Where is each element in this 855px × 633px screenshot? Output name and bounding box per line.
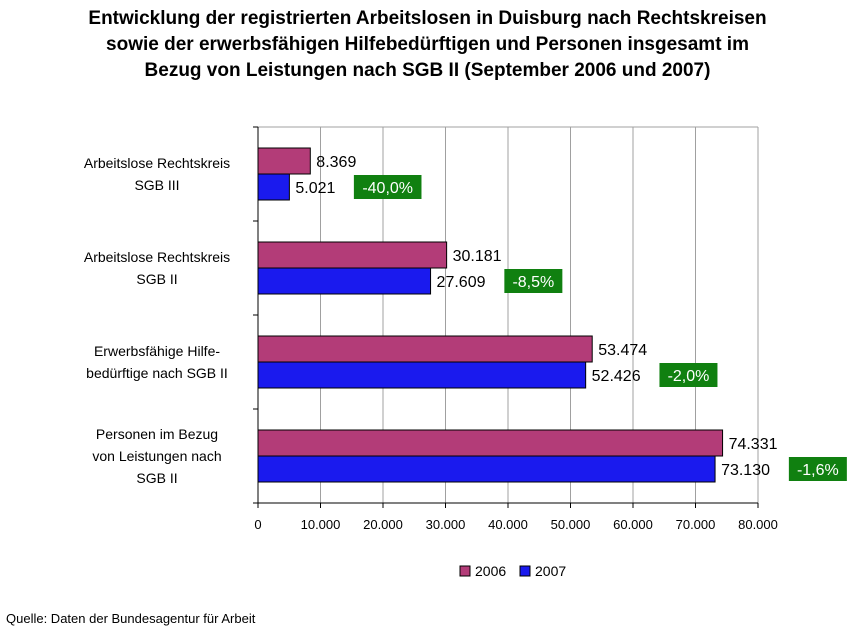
data-label-2007: 52.426 (592, 368, 641, 385)
x-tick-label: 30.000 (426, 517, 466, 532)
change-label: -8,5% (512, 274, 554, 291)
source-note: Quelle: Daten der Bundesagentur für Arbe… (6, 611, 256, 626)
data-label-2007: 27.609 (437, 274, 486, 291)
category-label: von Leistungen nach (92, 448, 221, 464)
change-label: -1,6% (797, 462, 839, 479)
bar-2007 (257, 361, 587, 389)
category-label: Arbeitslose Rechtskreis (84, 155, 230, 171)
legend-label-2007: 2007 (535, 563, 566, 579)
x-tick-label: 0 (254, 517, 261, 532)
category-label: Arbeitslose Rechtskreis (84, 249, 230, 265)
change-badge (788, 457, 847, 481)
category-label: bedürftige nach SGB II (86, 365, 228, 381)
chart-title: Entwicklung der registrierten Arbeitslos… (0, 6, 855, 84)
bar-2006 (257, 429, 724, 457)
chart-title-line-3: Bezug von Leistungen nach SGB II (Septem… (144, 60, 711, 81)
legend-swatch-2007 (519, 565, 531, 577)
data-label-2007: 73.130 (721, 462, 770, 479)
category-label: SGB II (136, 271, 177, 287)
category-label: SGB III (134, 177, 179, 193)
chart-title-line-1: Entwicklung der registrierten Arbeitslos… (88, 8, 767, 29)
x-tick-label: 40.000 (488, 517, 528, 532)
bar-2007 (257, 455, 716, 483)
chart-title-line-2: sowie der erwerbsfähigen Hilfebedürftige… (106, 34, 749, 55)
data-label-2006: 53.474 (598, 342, 647, 359)
x-tick-label: 20.000 (363, 517, 403, 532)
category-label: Erwerbsfähige Hilfe- (94, 343, 220, 359)
x-tick-label: 10.000 (301, 517, 341, 532)
category-label: SGB II (136, 470, 177, 486)
bar-2007 (257, 173, 290, 201)
change-badge (353, 175, 422, 199)
data-label-2006: 74.331 (729, 436, 778, 453)
legend-label-2006: 2006 (475, 563, 506, 579)
x-tick-label: 60.000 (613, 517, 653, 532)
x-tick-label: 80.000 (738, 517, 778, 532)
change-label: -40,0% (362, 180, 413, 197)
x-tick-label: 50.000 (551, 517, 591, 532)
change-badge (659, 363, 718, 387)
legend-swatch-2006 (459, 565, 471, 577)
bar-2006 (257, 147, 311, 175)
data-label-2006: 8.369 (316, 154, 356, 171)
bar-2006 (257, 241, 448, 269)
x-tick-label: 70.000 (676, 517, 716, 532)
change-label: -2,0% (668, 368, 710, 385)
change-badge (504, 269, 563, 293)
data-label-2007: 5.021 (295, 180, 335, 197)
bar-2006 (257, 335, 593, 363)
bar-2007 (257, 267, 432, 295)
category-label: Personen im Bezug (96, 426, 218, 442)
data-label-2006: 30.181 (453, 248, 502, 265)
